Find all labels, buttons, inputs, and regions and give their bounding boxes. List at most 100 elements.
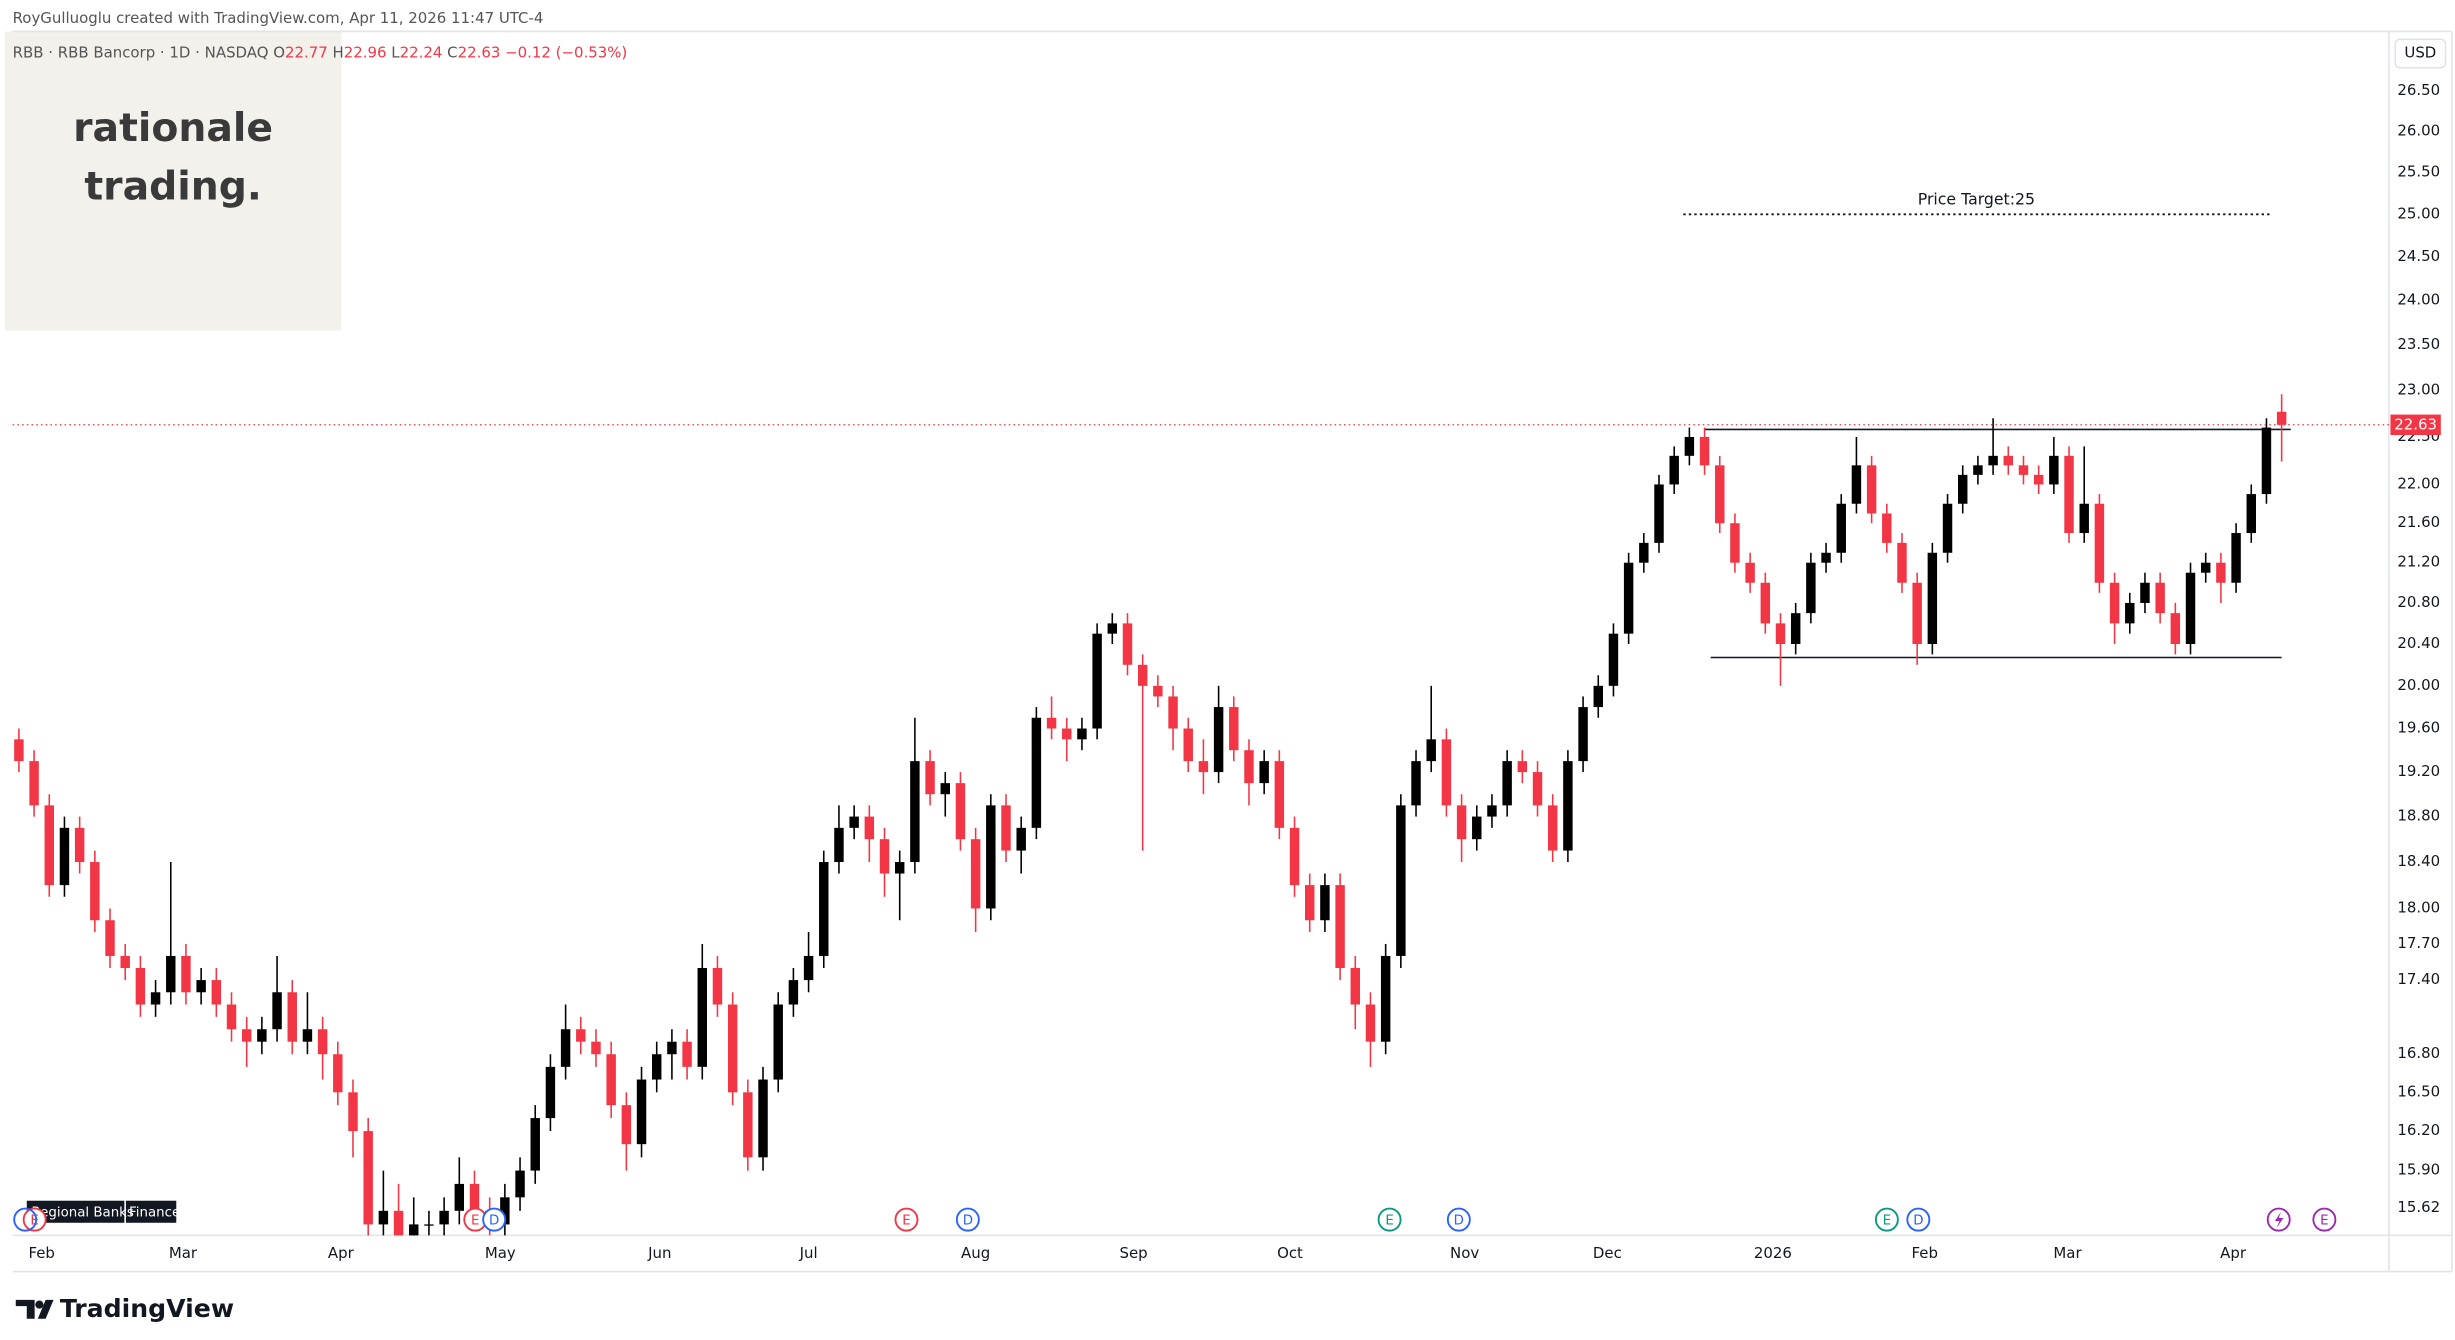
y-tick-label: 19.60 (2397, 719, 2440, 737)
candle-body (196, 980, 206, 993)
brand-logo: TradingView (15, 1294, 234, 1323)
y-tick-label: 18.80 (2397, 807, 2440, 825)
y-tick-label: 20.00 (2397, 676, 2440, 694)
x-tick-label: 2026 (1754, 1244, 1792, 1262)
event-bolt (2274, 1211, 2284, 1229)
candle-body (393, 1210, 404, 1236)
candle-body (2094, 503, 2105, 583)
candle-body (727, 1004, 738, 1093)
candle-body (1897, 542, 1907, 583)
candle-body (864, 816, 875, 840)
y-tick-label: 24.00 (2397, 291, 2440, 309)
candle-body (287, 992, 297, 1042)
y-tick-label: 18.40 (2397, 852, 2440, 870)
change: −0.12 (−0.53%) (505, 44, 627, 62)
y-tick-label: 16.80 (2397, 1044, 2440, 1062)
candle-body (2003, 455, 2014, 466)
candle-body (834, 827, 844, 863)
y-tick-label: 15.90 (2397, 1161, 2440, 1179)
candle-body (181, 955, 191, 993)
y-tick-label: 23.50 (2397, 335, 2440, 353)
y-tick-label: 24.50 (2397, 247, 2440, 265)
event-letter: E (902, 1213, 910, 1228)
candle-body (29, 761, 39, 806)
candle-body (636, 1079, 647, 1145)
y-tick-label: 21.20 (2397, 553, 2440, 571)
candle-body (1563, 761, 1573, 851)
candle-body (59, 827, 70, 886)
event-letter: E (1883, 1213, 1891, 1228)
candle-body (2018, 465, 2029, 475)
candle-body (424, 1224, 434, 1226)
y-tick-label: 26.50 (2397, 81, 2440, 99)
candle-body (560, 1029, 571, 1067)
x-tick-label: Feb (1912, 1244, 1938, 1262)
candle-body (14, 739, 24, 762)
candle-body (1912, 582, 1922, 644)
candle-body (120, 955, 130, 968)
event-icon (1377, 1207, 1402, 1232)
candle-body (469, 1183, 480, 1211)
candle-body (2155, 582, 2165, 614)
candle-body (333, 1054, 343, 1093)
candle-body (1320, 885, 1330, 921)
event-letter: E (471, 1213, 479, 1228)
candle-body (1730, 523, 1740, 563)
y-tick-label: 17.40 (2397, 970, 2440, 988)
candle-body (1806, 562, 1816, 614)
candle-body (90, 862, 100, 921)
event-icon (955, 1207, 980, 1232)
event-icon (894, 1207, 919, 1232)
x-tick-label: Apr (2220, 1244, 2247, 1262)
candle-body (712, 967, 723, 1005)
industry-tag: Regional Banks (31, 1206, 133, 1221)
candle-body (1487, 805, 1497, 817)
x-tick-label: May (485, 1244, 516, 1262)
y-tick-label: 16.20 (2397, 1121, 2440, 1139)
candle-body (1593, 685, 1603, 708)
candle-body (211, 980, 222, 1005)
candle-body (439, 1210, 449, 1225)
event-icon (1874, 1207, 1899, 1232)
candle-body (1062, 728, 1072, 740)
candle-body (1942, 503, 1953, 553)
candle-body (1365, 1004, 1376, 1042)
attribution: RoyGulluoglu created with TradingView.co… (13, 9, 544, 27)
watermark-line: rationale (73, 105, 273, 151)
candle-body (879, 839, 890, 874)
event-letter: D (1454, 1213, 1464, 1228)
y-tick-label: 15.62 (2397, 1198, 2440, 1216)
candle-body (2170, 613, 2181, 644)
candle-body (409, 1224, 419, 1236)
candle-body (105, 920, 115, 956)
candle-body (1001, 805, 1011, 851)
logo-mark (35, 1300, 44, 1309)
candle-body (894, 862, 905, 874)
event-icon (2312, 1207, 2337, 1232)
candle-body (576, 1029, 586, 1042)
ohlc-prefix: C (447, 44, 457, 62)
candle-body (2200, 562, 2211, 573)
candle-body (1031, 717, 1042, 828)
candle-body (2109, 582, 2120, 624)
y-tick-label: 25.50 (2397, 162, 2440, 180)
ohlc-value: 22.24 (400, 44, 443, 62)
ohlc-value: 22.77 (285, 44, 328, 62)
candle-body (2246, 494, 2256, 534)
candle-body (652, 1054, 662, 1080)
candle-body (257, 1029, 267, 1042)
candle-body (500, 1197, 510, 1225)
y-tick-label: 20.40 (2397, 634, 2440, 652)
x-tick-label: Mar (2053, 1244, 2082, 1262)
candle-body (2231, 533, 2241, 583)
candle-body (788, 980, 799, 1005)
event-icon (1906, 1207, 1931, 1232)
candle-body (1441, 739, 1452, 806)
event-letter: D (963, 1213, 973, 1228)
candle-body (1198, 761, 1209, 773)
candle-body (621, 1105, 632, 1145)
event-letter: E (2320, 1213, 2328, 1228)
y-tick-label: 25.00 (2397, 204, 2440, 222)
